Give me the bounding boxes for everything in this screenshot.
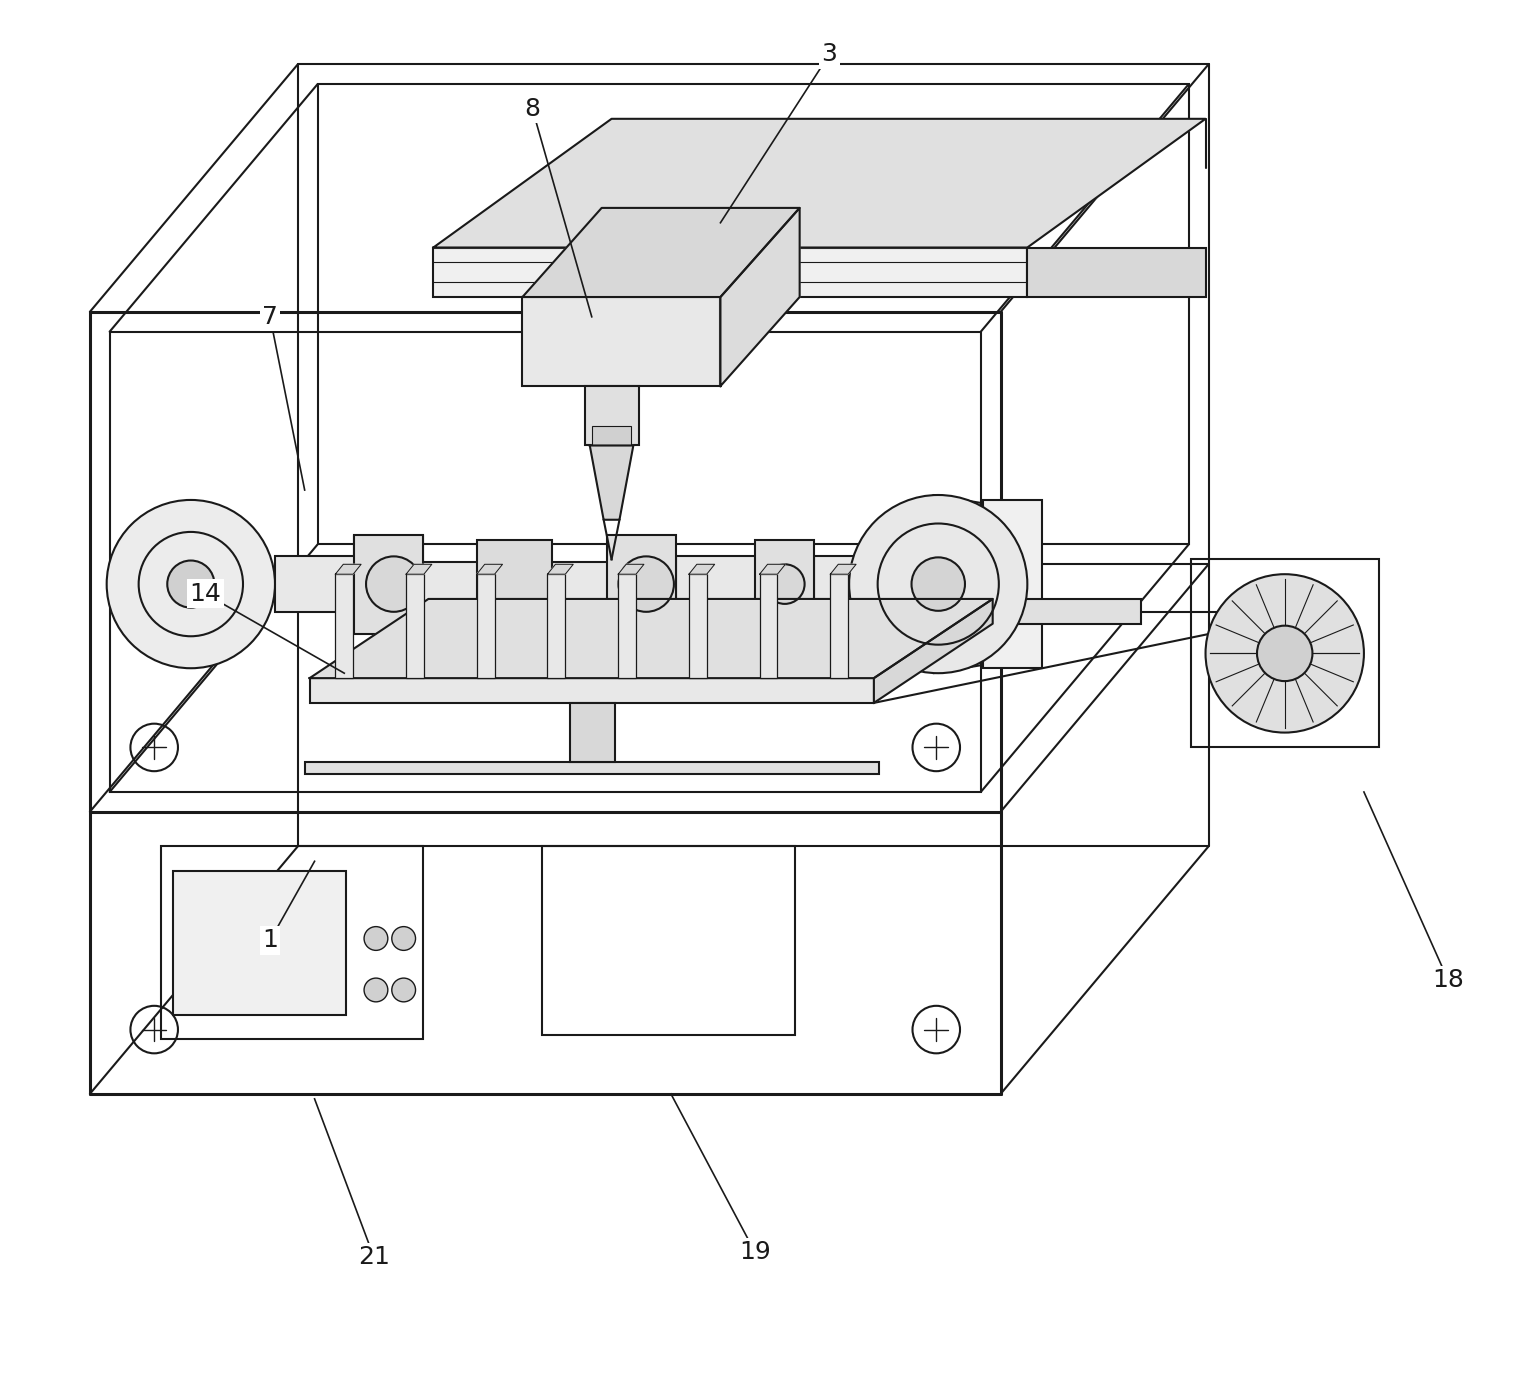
Circle shape (392, 978, 416, 1001)
Polygon shape (309, 599, 993, 678)
Text: 18: 18 (1432, 968, 1464, 992)
Bar (1190, 559, 1379, 747)
Text: 8: 8 (525, 97, 540, 120)
Circle shape (765, 564, 805, 604)
Bar (584, 386, 640, 445)
Circle shape (849, 495, 1027, 674)
Bar (275, 556, 399, 611)
Bar (304, 762, 878, 774)
Bar (110, 332, 981, 792)
Circle shape (366, 556, 421, 611)
Polygon shape (721, 207, 800, 386)
Bar (814, 556, 869, 611)
Bar (993, 599, 1141, 624)
Bar (552, 563, 620, 606)
Circle shape (107, 499, 275, 668)
Circle shape (618, 556, 673, 611)
Bar (1027, 248, 1206, 297)
Text: 7: 7 (262, 304, 278, 329)
Bar (477, 574, 494, 678)
Polygon shape (618, 564, 644, 574)
Text: 1: 1 (262, 928, 278, 953)
Polygon shape (433, 119, 1206, 248)
Bar (335, 574, 353, 678)
Text: 19: 19 (739, 1241, 771, 1264)
Circle shape (364, 978, 387, 1001)
Circle shape (1258, 625, 1313, 680)
Bar (424, 563, 493, 606)
Circle shape (167, 560, 214, 607)
Polygon shape (335, 564, 361, 574)
Circle shape (912, 557, 965, 611)
Bar (309, 678, 874, 703)
Bar (318, 84, 1189, 545)
Polygon shape (831, 564, 857, 574)
Bar (477, 539, 552, 629)
Circle shape (364, 927, 387, 950)
Bar (433, 248, 1027, 297)
Bar (173, 871, 346, 1015)
Polygon shape (477, 564, 502, 574)
Bar (571, 703, 615, 762)
Bar (606, 535, 676, 633)
Text: 3: 3 (822, 43, 837, 66)
Circle shape (1206, 574, 1363, 733)
Polygon shape (405, 564, 431, 574)
Text: 21: 21 (358, 1245, 390, 1270)
Bar (542, 846, 794, 1034)
Bar (688, 574, 707, 678)
Bar (759, 574, 777, 678)
Bar (982, 499, 1042, 668)
Bar (522, 297, 721, 386)
Bar (548, 574, 565, 678)
Polygon shape (759, 564, 785, 574)
Text: 14: 14 (190, 582, 222, 606)
Bar (618, 574, 636, 678)
Bar (756, 539, 814, 629)
Polygon shape (688, 564, 715, 574)
Bar (831, 574, 848, 678)
Bar (353, 535, 424, 633)
Bar (592, 426, 632, 445)
Bar (161, 846, 424, 1040)
Bar (405, 574, 424, 678)
Polygon shape (522, 207, 800, 297)
Polygon shape (548, 564, 574, 574)
Bar (676, 556, 760, 611)
Circle shape (392, 927, 416, 950)
Polygon shape (874, 599, 993, 703)
Polygon shape (589, 445, 633, 520)
